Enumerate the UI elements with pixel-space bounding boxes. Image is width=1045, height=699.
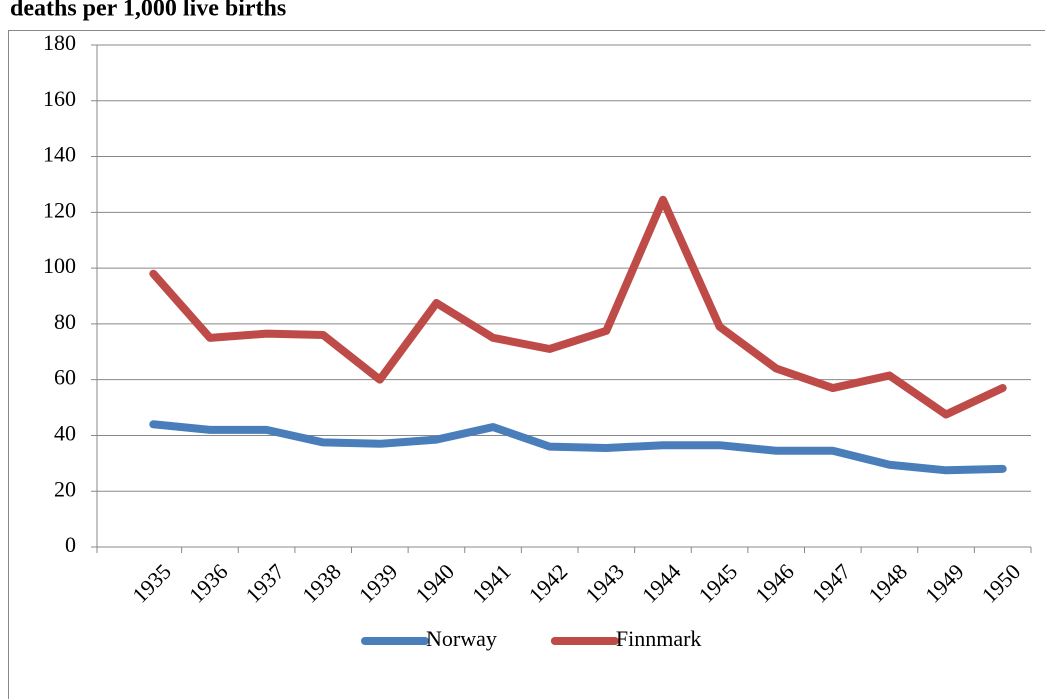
x-tick-label: 1945 bbox=[693, 559, 742, 608]
y-tick-label: 140 bbox=[43, 142, 76, 167]
x-tick-label: 1935 bbox=[127, 559, 176, 608]
x-tick-label: 1938 bbox=[297, 559, 346, 608]
x-tick-label: 1944 bbox=[637, 559, 686, 608]
y-tick-label: 40 bbox=[54, 420, 76, 445]
x-tick-label: 1936 bbox=[184, 559, 233, 608]
x-tick-label: 1941 bbox=[467, 559, 516, 608]
y-tick-label: 0 bbox=[65, 532, 76, 557]
y-tick-label: 80 bbox=[54, 309, 76, 334]
legend-label: Finnmark bbox=[616, 626, 702, 651]
y-tick-label: 60 bbox=[54, 365, 76, 390]
x-tick-label: 1939 bbox=[354, 559, 403, 608]
y-tick-label: 100 bbox=[43, 253, 76, 278]
x-tick-label: 1948 bbox=[863, 559, 912, 608]
series-line bbox=[149, 420, 1007, 475]
x-tick-label: 1937 bbox=[240, 559, 289, 608]
y-tick-label: 160 bbox=[43, 86, 76, 111]
legend-label: Norway bbox=[426, 626, 497, 651]
chart-title: deaths per 1,000 live births bbox=[10, 0, 286, 22]
x-tick-label: 1943 bbox=[580, 559, 629, 608]
x-tick-label: 1942 bbox=[524, 559, 573, 608]
x-tick-label: 1946 bbox=[750, 559, 799, 608]
y-tick-label: 20 bbox=[54, 476, 76, 501]
y-tick-label: 180 bbox=[43, 30, 76, 55]
x-tick-label: 1947 bbox=[807, 559, 856, 608]
x-tick-label: 1950 bbox=[977, 559, 1026, 608]
x-tick-label: 1949 bbox=[920, 559, 969, 608]
series-line bbox=[149, 195, 1007, 419]
chart-frame bbox=[8, 30, 1045, 699]
y-tick-label: 120 bbox=[43, 197, 76, 222]
x-tick-label: 1940 bbox=[410, 559, 459, 608]
